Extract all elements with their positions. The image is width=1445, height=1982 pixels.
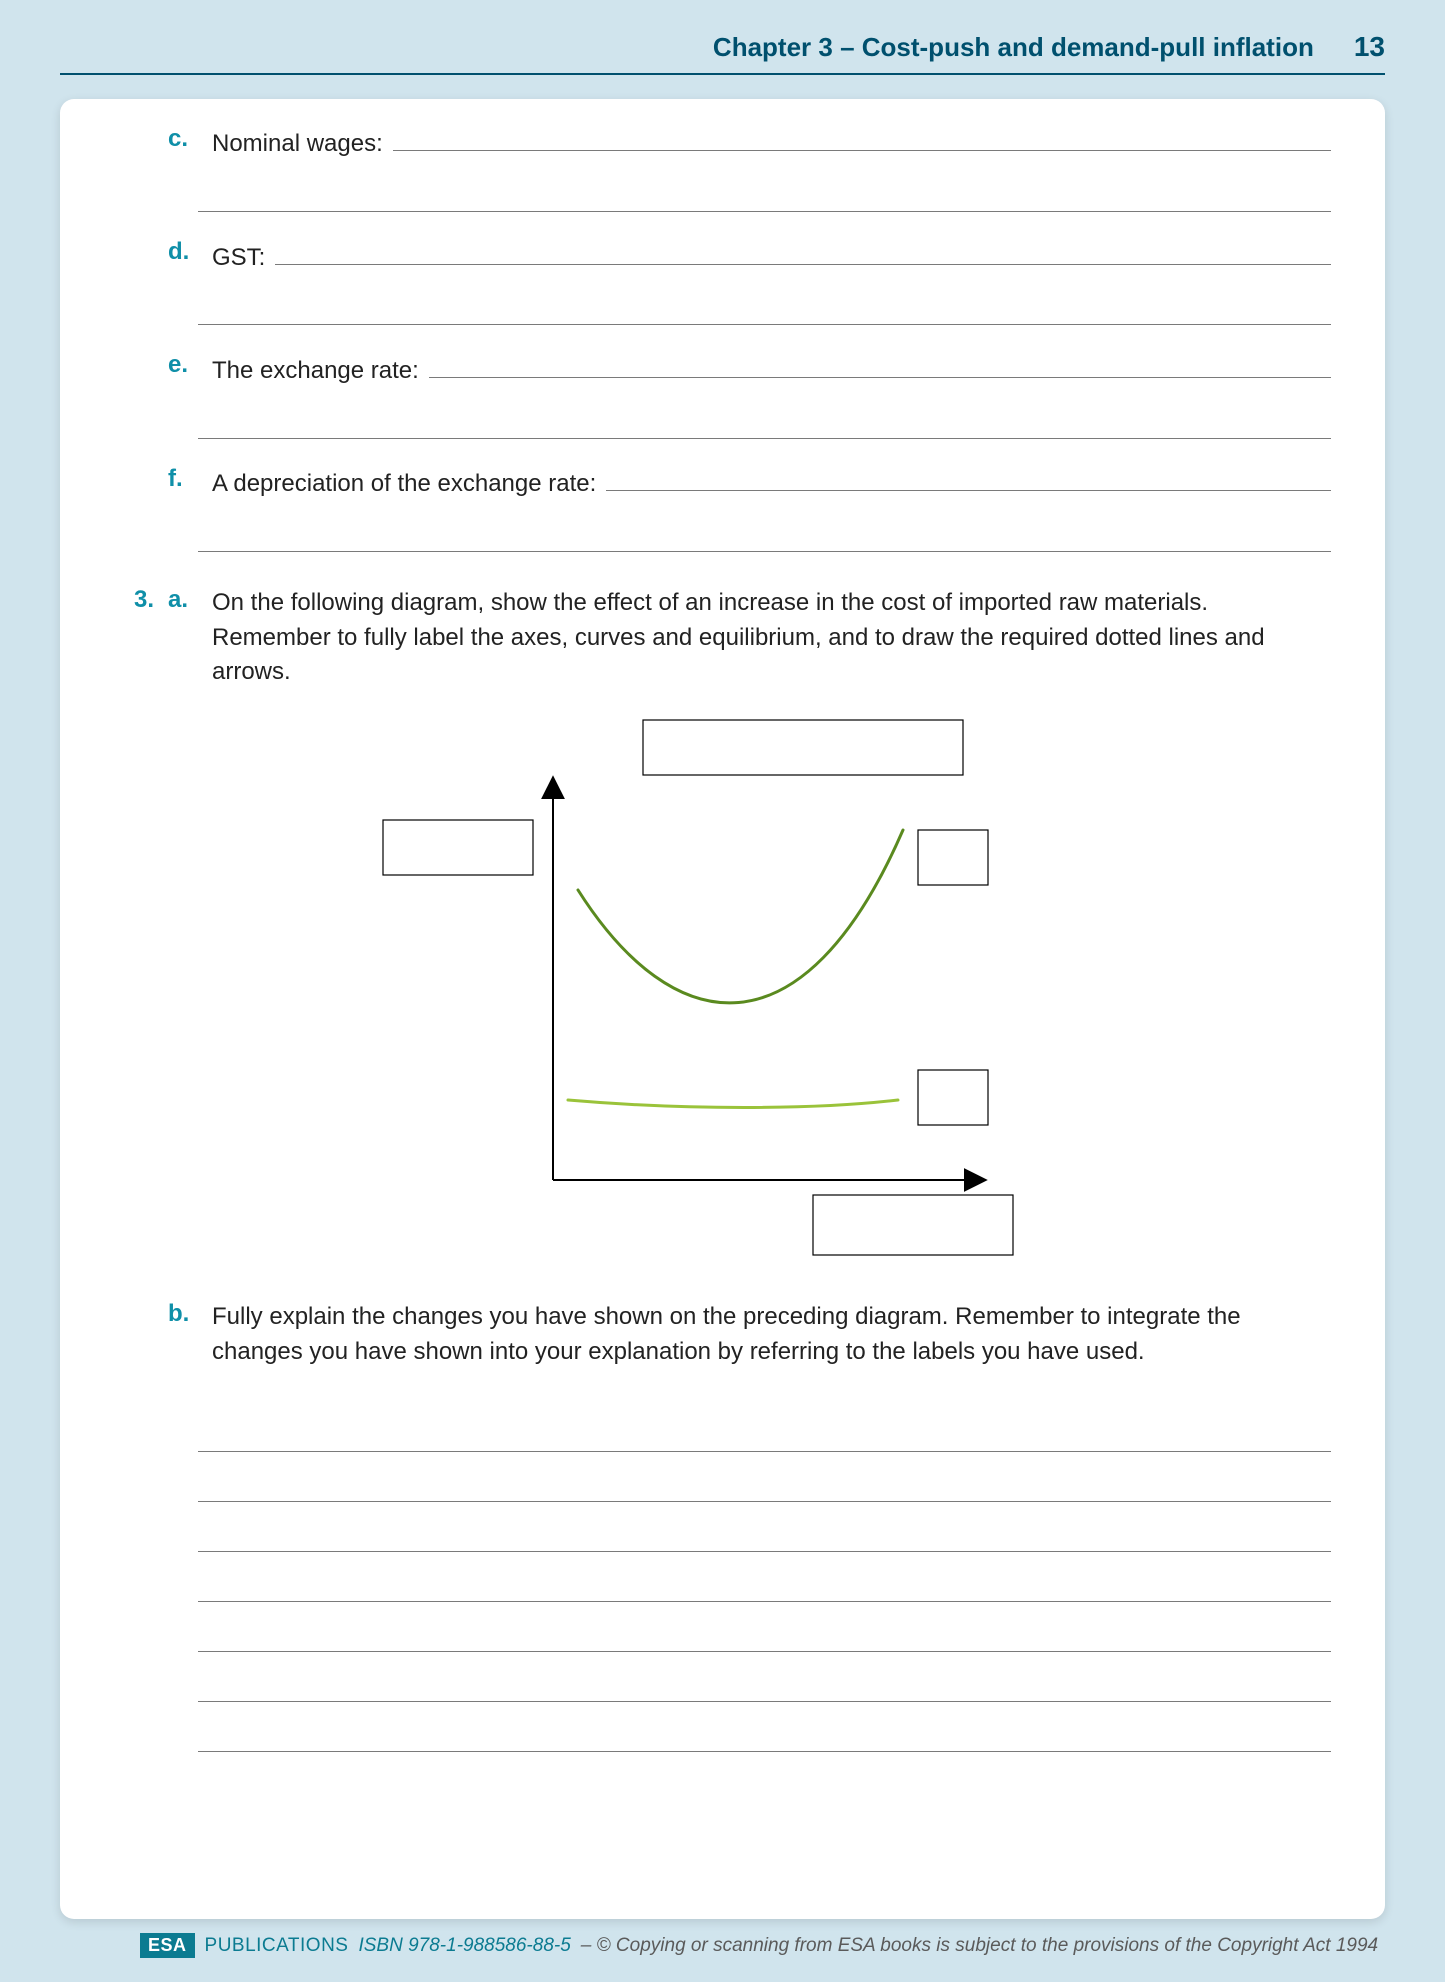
- answer-rule[interactable]: [429, 351, 1331, 377]
- answer-rule[interactable]: [198, 1716, 1331, 1752]
- item-letter-c: c.: [168, 125, 198, 162]
- item-letter-d: d.: [168, 238, 198, 275]
- question-number-3: 3.: [114, 586, 154, 690]
- footer-copyright: © Copying or scanning from ESA books is …: [597, 1935, 1378, 1956]
- label-box-as_end[interactable]: [918, 830, 988, 885]
- item-label-e: The exchange rate:: [212, 354, 419, 389]
- label-box-ad_end[interactable]: [918, 1070, 988, 1125]
- footer-sep: –: [581, 1935, 597, 1956]
- question-text-3a: On the following diagram, show the effec…: [212, 586, 1331, 690]
- label-box-x_label[interactable]: [813, 1195, 1013, 1255]
- content-card: c. Nominal wages: d. GST:: [60, 99, 1385, 1919]
- question-text-3b: Fully explain the changes you have shown…: [212, 1300, 1331, 1370]
- answer-rule[interactable]: [198, 1516, 1331, 1552]
- chapter-title: Chapter 3 – Cost-push and demand-pull in…: [713, 32, 1314, 63]
- footer-isbn: ISBN 978-1-988586-88-5: [358, 1935, 570, 1957]
- brand-publications: PUBLICATIONS: [205, 1935, 349, 1957]
- page-number: 13: [1354, 31, 1385, 63]
- item-letter-f: f.: [168, 465, 198, 502]
- item-label-d: GST:: [212, 241, 265, 276]
- answer-rule[interactable]: [198, 1466, 1331, 1502]
- item-letter-3b: b.: [168, 1300, 198, 1370]
- page-footer: ESA PUBLICATIONS ISBN 978-1-988586-88-5 …: [0, 1919, 1445, 1982]
- answer-rule[interactable]: [198, 1616, 1331, 1652]
- answer-rule[interactable]: [198, 516, 1331, 552]
- answer-rule[interactable]: [198, 289, 1331, 325]
- answer-rule[interactable]: [198, 1666, 1331, 1702]
- answer-rule[interactable]: [275, 238, 1331, 264]
- item-label-f: A depreciation of the exchange rate:: [212, 467, 596, 502]
- ad-curve: [568, 1100, 898, 1108]
- label-box-title[interactable]: [643, 720, 963, 775]
- as-curve: [578, 830, 903, 1003]
- answer-rule[interactable]: [393, 125, 1331, 151]
- item-letter-e: e.: [168, 351, 198, 388]
- answer-rule[interactable]: [198, 1416, 1331, 1452]
- page-header: Chapter 3 – Cost-push and demand-pull in…: [60, 25, 1385, 75]
- ad-as-diagram[interactable]: [343, 710, 1103, 1270]
- answer-rule[interactable]: [198, 403, 1331, 439]
- answer-rule[interactable]: [606, 465, 1331, 491]
- item-label-c: Nominal wages:: [212, 127, 383, 162]
- answer-rule[interactable]: [198, 1566, 1331, 1602]
- label-box-y_label[interactable]: [383, 820, 533, 875]
- item-letter-3a: a.: [168, 586, 198, 690]
- brand-logo: ESA: [140, 1933, 195, 1958]
- answer-rule[interactable]: [198, 176, 1331, 212]
